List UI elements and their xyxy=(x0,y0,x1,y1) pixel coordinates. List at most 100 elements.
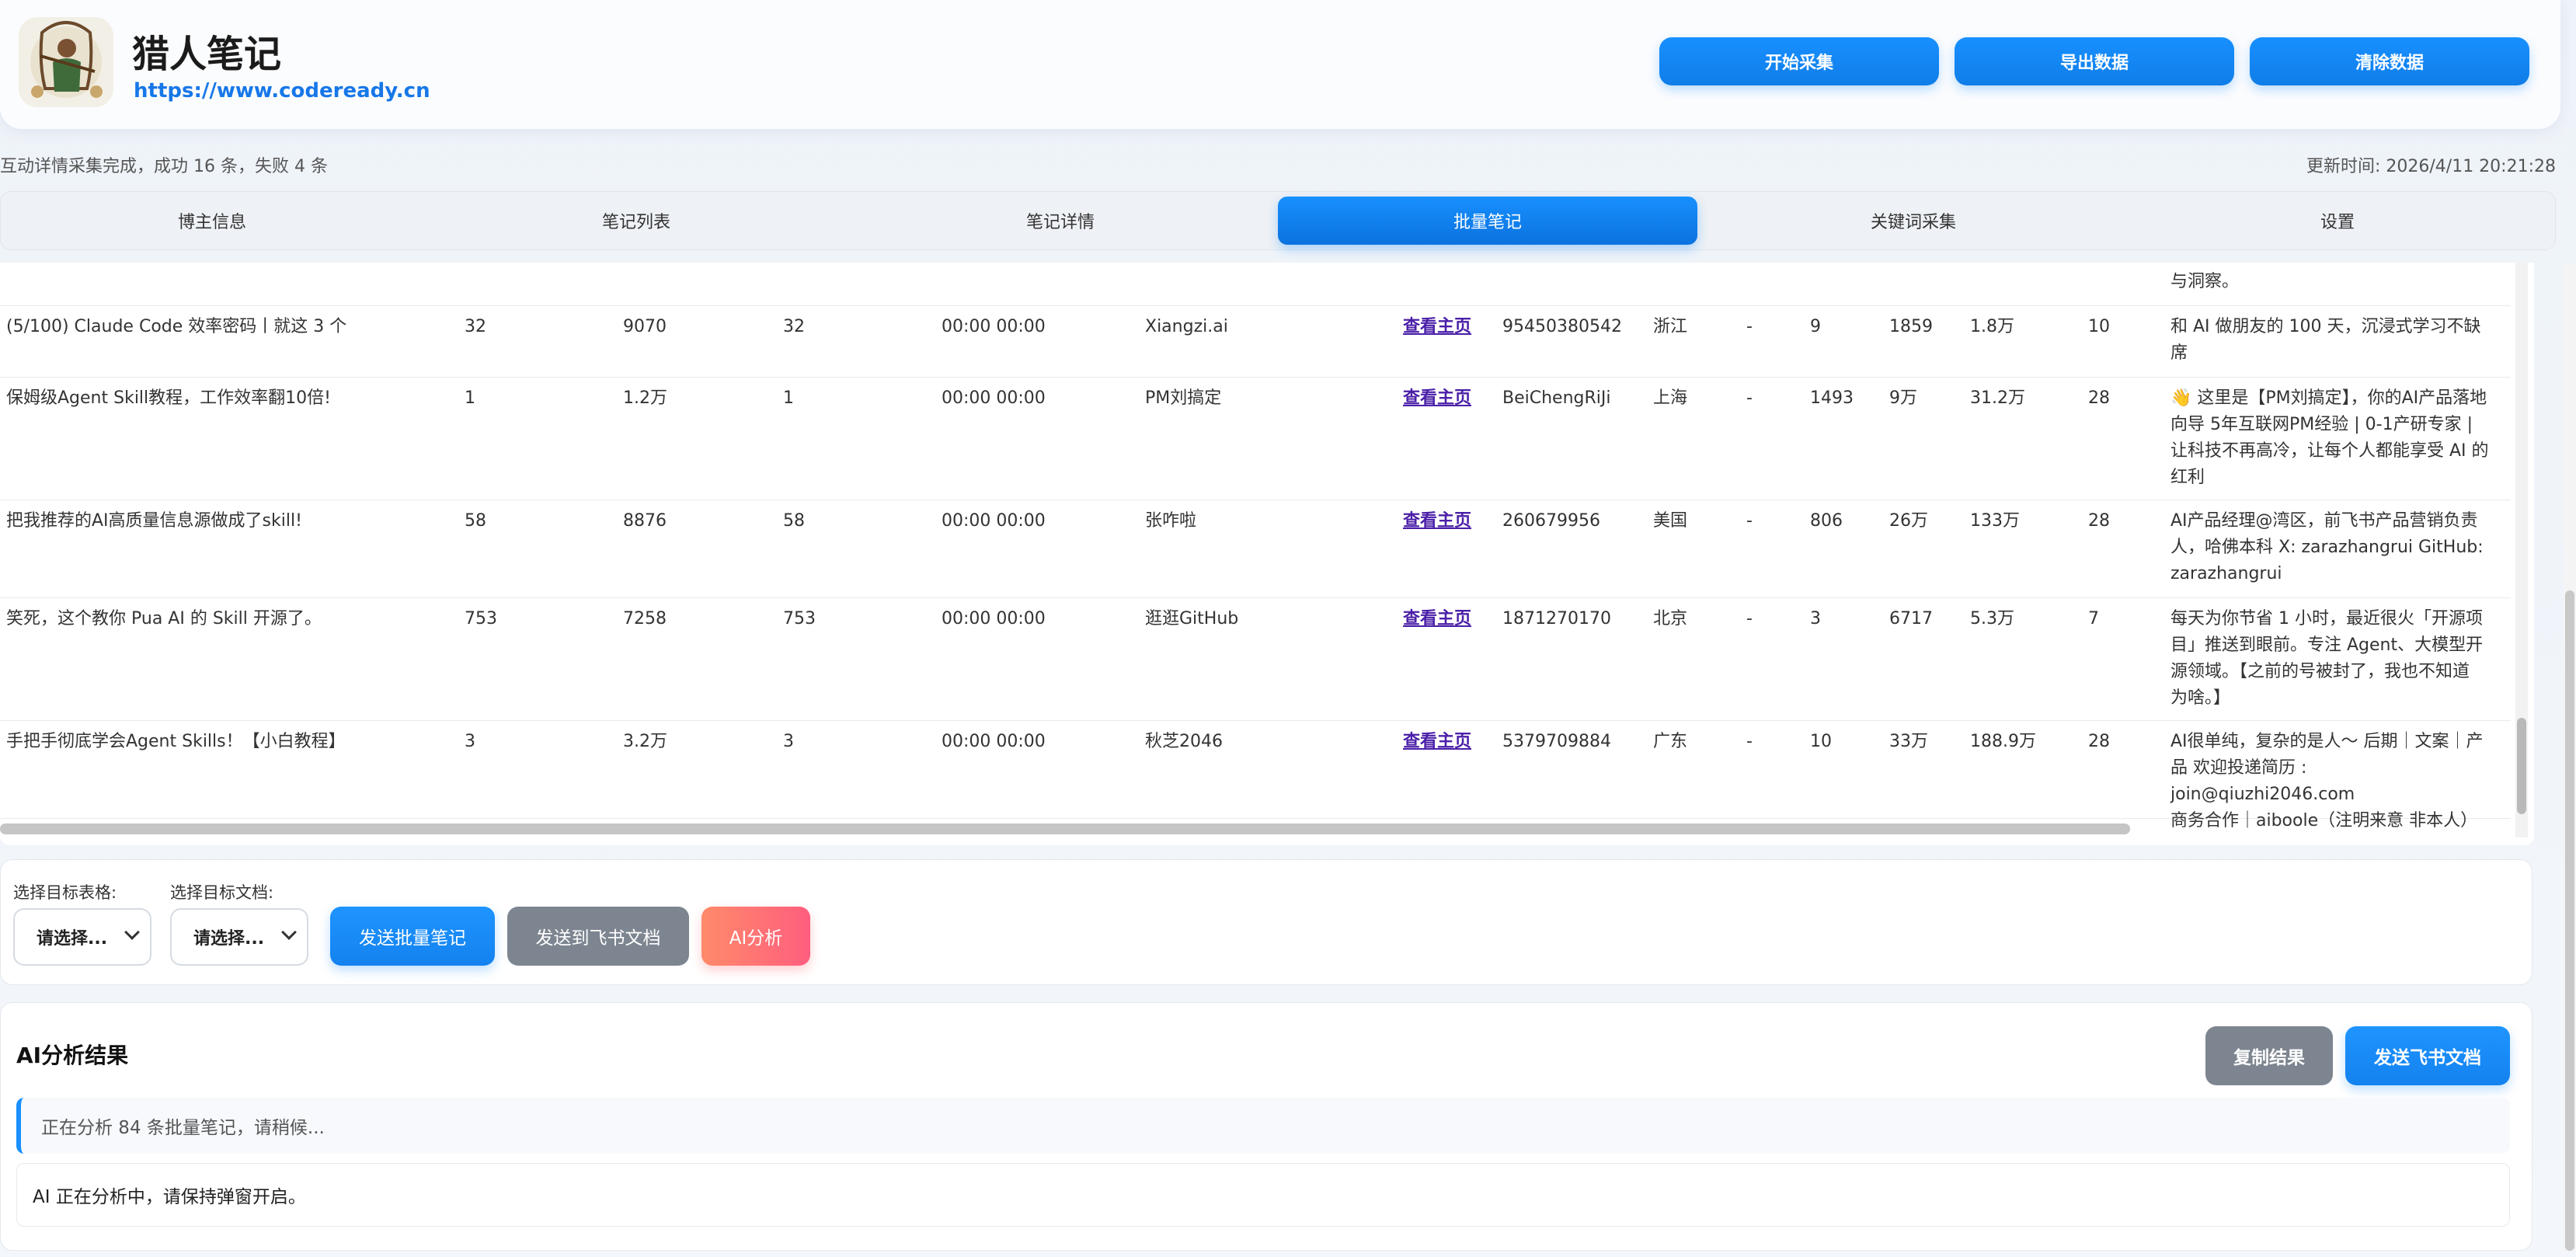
count-cell: 753 xyxy=(783,609,816,628)
target-doc-select[interactable]: 请选择... xyxy=(170,908,308,966)
app-url-link[interactable]: https://www.codeready.cn xyxy=(134,79,430,103)
update-time: 更新时间: 2026/4/11 20:21:28 xyxy=(2306,157,2556,176)
count-cell: 6717 xyxy=(1889,609,1933,628)
count-cell: 806 xyxy=(1810,511,1843,531)
table-row: 保姆级Agent Skill教程，工作效率翻10倍! 1 1.2万 1 00:0… xyxy=(0,378,2511,500)
tab-note-detail[interactable]: 笔记详情 xyxy=(1025,213,1095,232)
uid-cell: BeiChengRiJi xyxy=(1502,388,1611,408)
view-profile-link[interactable]: 查看主页 xyxy=(1403,732,1472,751)
table-row: 手把手彻底学会Agent Skills！【小白教程】 3 3.2万 3 00:0… xyxy=(0,721,2511,830)
count-cell: 26万 xyxy=(1889,511,1928,531)
target-table-select[interactable]: 请选择... xyxy=(13,908,151,966)
copy-result-button[interactable]: 复制结果 xyxy=(2205,1026,2333,1085)
count-cell: 10 xyxy=(2088,317,2110,336)
count-cell: 58 xyxy=(783,511,805,531)
time-cell: 00:00 00:00 xyxy=(942,511,1046,531)
uid-cell: 260679956 xyxy=(1502,511,1600,531)
count-cell: 28 xyxy=(2088,511,2110,531)
view-profile-link[interactable]: 查看主页 xyxy=(1403,317,1472,336)
author-cell: PM刘搞定 xyxy=(1145,388,1222,408)
count-cell: 28 xyxy=(2088,732,2110,751)
ai-progress-note: 正在分析 84 条批量笔记，请稍候... xyxy=(16,1098,2510,1154)
uid-cell: 95450380542 xyxy=(1502,317,1622,336)
count-cell: 1859 xyxy=(1889,317,1933,336)
ai-result-title: AI分析结果 xyxy=(16,1043,129,1068)
author-cell: Xiangzi.ai xyxy=(1145,317,1228,336)
send-to-feishu-doc-button[interactable]: 发送到飞书文档 xyxy=(507,907,689,966)
note-title-cell: 保姆级Agent Skill教程，工作效率翻10倍! xyxy=(6,388,331,408)
author-cell: 张咋啦 xyxy=(1145,511,1197,531)
author-desc-cell: AI产品经理@湾区，前飞书产品营销负责 人，哈佛本科 X: zarazhangr… xyxy=(2170,511,2484,583)
note-title-cell: 手把手彻底学会Agent Skills！【小白教程】 xyxy=(6,732,346,751)
send-feishu-doc-button[interactable]: 发送飞书文档 xyxy=(2345,1026,2510,1085)
count-cell: 3 xyxy=(783,732,794,751)
tab-settings[interactable]: 设置 xyxy=(2320,213,2355,232)
tab-note-list[interactable]: 笔记列表 xyxy=(601,213,670,232)
table-vertical-scrollbar[interactable] xyxy=(2515,263,2528,837)
dash-cell: - xyxy=(1746,388,1753,408)
note-title-cell: 把我推荐的AI高质量信息源做成了skill! xyxy=(6,511,302,531)
uid-cell: 1871270170 xyxy=(1502,609,1611,628)
time-cell: 00:00 00:00 xyxy=(942,609,1046,628)
author-cell: 逛逛GitHub xyxy=(1145,609,1239,628)
author-cell: 秋芝2046 xyxy=(1145,732,1223,751)
count-cell: 8876 xyxy=(623,511,667,531)
region-cell: 广东 xyxy=(1653,732,1688,751)
count-cell: 7 xyxy=(2088,609,2099,628)
page-scroll-thumb[interactable] xyxy=(2565,590,2574,1251)
target-table-label: 选择目标表格: xyxy=(13,883,117,902)
count-cell: 1 xyxy=(783,388,794,408)
count-cell: 1.2万 xyxy=(623,388,667,408)
dash-cell: - xyxy=(1746,317,1753,336)
count-cell: 133万 xyxy=(1970,511,2020,531)
ai-result-panel: AI分析结果 复制结果 发送飞书文档 正在分析 84 条批量笔记，请稍候... … xyxy=(0,1002,2532,1251)
count-cell: 9 xyxy=(1810,317,1821,336)
view-profile-link[interactable]: 查看主页 xyxy=(1403,511,1472,531)
count-cell: 58 xyxy=(465,511,486,531)
table-row: 与洞察。 xyxy=(0,263,2511,306)
view-profile-link[interactable]: 查看主页 xyxy=(1403,609,1472,628)
table-row: 笑死，这个教你 Pua AI 的 Skill 开源了。 753 7258 753… xyxy=(0,598,2511,721)
ai-result-content: AI 正在分析中，请保持弹窗开启。 xyxy=(16,1163,2510,1227)
count-cell: 1.8万 xyxy=(1970,317,2014,336)
export-data-button[interactable]: 导出数据 xyxy=(1955,37,2234,85)
count-cell: 188.9万 xyxy=(1970,732,2036,751)
ai-analyze-button[interactable]: AI分析 xyxy=(701,907,810,966)
count-cell: 3.2万 xyxy=(623,732,667,751)
tab-batch-notes[interactable]: 批量笔记 xyxy=(1278,197,1697,245)
status-message: 互动详情采集完成，成功 16 条，失败 4 条 xyxy=(0,157,328,176)
app-logo xyxy=(19,17,113,107)
note-title-cell: 笑死，这个教你 Pua AI 的 Skill 开源了。 xyxy=(6,609,322,628)
dash-cell: - xyxy=(1746,732,1753,751)
count-cell: 28 xyxy=(2088,388,2110,408)
count-cell: 9万 xyxy=(1889,388,1917,408)
time-cell: 00:00 00:00 xyxy=(942,317,1046,336)
uid-cell: 5379709884 xyxy=(1502,732,1611,751)
tab-keyword-collect[interactable]: 关键词采集 xyxy=(1870,213,1956,232)
dash-cell: - xyxy=(1746,609,1753,628)
tab-blogger-info[interactable]: 博主信息 xyxy=(177,213,246,232)
count-cell: 32 xyxy=(783,317,805,336)
app-title: 猎人笔记 xyxy=(132,33,282,76)
count-cell: 5.3万 xyxy=(1970,609,2014,628)
send-batch-notes-button[interactable]: 发送批量笔记 xyxy=(330,907,495,966)
author-desc-cell: AI很单纯，复杂的是人～ 后期｜文案｜产 品 欢迎投递简历 : join@qiu… xyxy=(2170,732,2484,830)
region-cell: 浙江 xyxy=(1653,317,1688,336)
author-desc-cell: 和 AI 做朋友的 100 天，沉浸式学习不缺 席 xyxy=(2170,317,2481,363)
count-cell: 33万 xyxy=(1889,732,1928,751)
dash-cell: - xyxy=(1746,511,1753,531)
note-title-cell: (5/100) Claude Code 效率密码丨就这 3 个 xyxy=(6,317,347,336)
table-row: (5/100) Claude Code 效率密码丨就这 3 个 32 9070 … xyxy=(0,306,2511,378)
table-row: 把我推荐的AI高质量信息源做成了skill! 58 8876 58 00:00 … xyxy=(0,500,2511,598)
count-cell: 1493 xyxy=(1810,388,1854,408)
table-vertical-scroll-thumb[interactable] xyxy=(2517,718,2526,814)
count-cell: 7258 xyxy=(623,609,667,628)
view-profile-link[interactable]: 查看主页 xyxy=(1403,388,1472,408)
count-cell: 10 xyxy=(1810,732,1832,751)
tab-bar: 博主信息 笔记列表 笔记详情 批量笔记 关键词采集 设置 xyxy=(0,191,2556,250)
start-collect-button[interactable]: 开始采集 xyxy=(1659,37,1939,85)
table-horizontal-scroll-thumb[interactable] xyxy=(0,823,2130,834)
clear-data-button[interactable]: 清除数据 xyxy=(2250,37,2529,85)
chevron-down-icon xyxy=(124,924,140,940)
region-cell: 上海 xyxy=(1653,388,1688,408)
